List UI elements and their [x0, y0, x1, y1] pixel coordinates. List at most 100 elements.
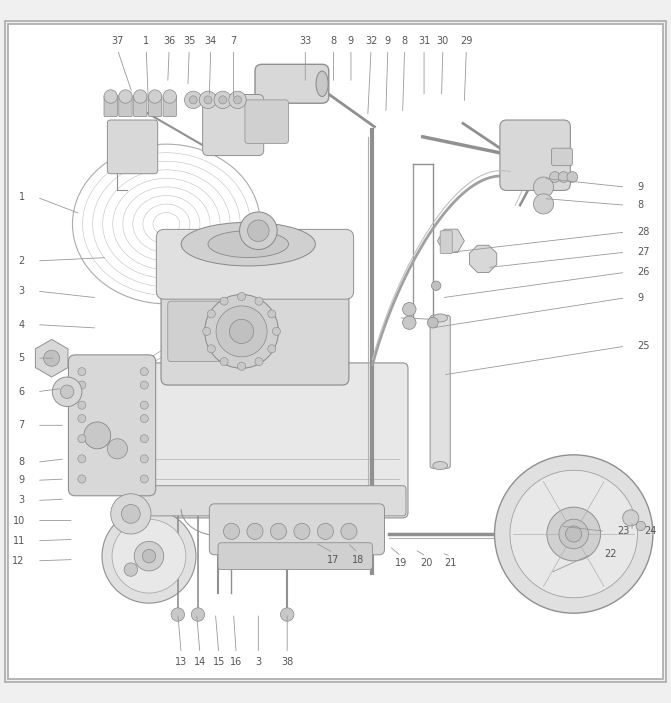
Text: 25: 25 [637, 341, 650, 351]
Text: 19: 19 [395, 558, 407, 568]
Circle shape [148, 90, 162, 103]
Text: 9: 9 [19, 475, 25, 485]
FancyBboxPatch shape [161, 238, 349, 385]
Circle shape [78, 415, 86, 423]
Ellipse shape [181, 222, 315, 266]
Circle shape [427, 317, 438, 328]
Circle shape [248, 220, 269, 241]
Circle shape [510, 470, 637, 598]
Circle shape [102, 509, 196, 603]
Circle shape [567, 172, 578, 182]
Circle shape [78, 434, 86, 443]
Circle shape [60, 385, 74, 399]
Text: 22: 22 [604, 549, 617, 559]
Circle shape [134, 541, 164, 571]
Circle shape [140, 368, 148, 375]
Circle shape [220, 297, 228, 305]
FancyBboxPatch shape [156, 229, 354, 299]
Text: 23: 23 [617, 527, 629, 536]
Text: 14: 14 [194, 657, 206, 666]
Circle shape [229, 91, 246, 108]
Text: 8: 8 [401, 37, 408, 46]
Circle shape [78, 455, 86, 463]
Circle shape [84, 422, 111, 449]
FancyBboxPatch shape [68, 355, 156, 496]
Text: 37: 37 [111, 37, 123, 46]
Circle shape [341, 523, 357, 539]
Text: 12: 12 [13, 556, 25, 566]
Circle shape [163, 90, 176, 103]
FancyBboxPatch shape [500, 120, 570, 191]
Circle shape [238, 362, 246, 370]
Circle shape [204, 96, 212, 104]
Text: 38: 38 [281, 657, 293, 666]
Text: 8: 8 [637, 200, 643, 210]
Circle shape [558, 172, 569, 182]
Text: 18: 18 [352, 555, 364, 565]
Text: 26: 26 [637, 267, 650, 277]
Text: 1: 1 [143, 37, 150, 46]
Circle shape [121, 505, 140, 523]
FancyBboxPatch shape [203, 94, 264, 155]
FancyBboxPatch shape [163, 95, 176, 117]
Text: 32: 32 [365, 37, 377, 46]
Text: 9: 9 [637, 293, 643, 303]
Text: 9: 9 [348, 37, 354, 46]
Text: 3: 3 [255, 657, 262, 666]
FancyBboxPatch shape [440, 231, 452, 254]
Circle shape [203, 328, 211, 335]
Circle shape [550, 172, 560, 182]
Circle shape [559, 520, 588, 549]
Ellipse shape [433, 314, 448, 322]
Circle shape [220, 358, 228, 366]
Circle shape [431, 281, 441, 290]
Circle shape [495, 455, 653, 613]
Ellipse shape [181, 246, 329, 283]
Circle shape [247, 523, 263, 539]
Circle shape [189, 96, 197, 104]
Text: 7: 7 [19, 420, 25, 430]
FancyBboxPatch shape [209, 504, 384, 555]
Text: 3: 3 [19, 286, 25, 296]
FancyBboxPatch shape [245, 100, 289, 143]
Circle shape [78, 401, 86, 409]
Circle shape [214, 91, 231, 108]
Text: 7: 7 [230, 37, 237, 46]
Text: 3: 3 [19, 496, 25, 505]
Circle shape [533, 194, 554, 214]
Circle shape [119, 90, 132, 103]
Circle shape [255, 358, 263, 366]
Text: 28: 28 [637, 227, 650, 237]
Text: 4: 4 [19, 320, 25, 330]
Text: 34: 34 [205, 37, 217, 46]
Text: 21: 21 [445, 558, 457, 568]
Text: 13: 13 [175, 657, 187, 666]
Circle shape [140, 455, 148, 463]
Circle shape [78, 381, 86, 389]
Circle shape [272, 328, 280, 335]
FancyBboxPatch shape [139, 363, 408, 518]
FancyBboxPatch shape [134, 95, 147, 117]
FancyBboxPatch shape [255, 64, 329, 103]
Ellipse shape [208, 231, 289, 257]
Circle shape [240, 212, 277, 250]
Circle shape [270, 523, 287, 539]
Text: 2: 2 [19, 256, 25, 266]
Circle shape [234, 96, 242, 104]
Circle shape [238, 292, 246, 300]
Text: 17: 17 [327, 555, 340, 565]
Circle shape [207, 344, 215, 353]
Text: 30: 30 [437, 37, 449, 46]
Text: 20: 20 [420, 558, 432, 568]
Circle shape [566, 526, 582, 542]
Circle shape [44, 350, 60, 366]
Circle shape [142, 550, 156, 563]
Text: 8: 8 [330, 37, 337, 46]
Circle shape [140, 381, 148, 389]
Circle shape [199, 91, 217, 108]
Circle shape [268, 344, 276, 353]
Text: 6: 6 [19, 387, 25, 396]
Circle shape [636, 521, 646, 531]
Circle shape [317, 523, 333, 539]
Circle shape [140, 434, 148, 443]
